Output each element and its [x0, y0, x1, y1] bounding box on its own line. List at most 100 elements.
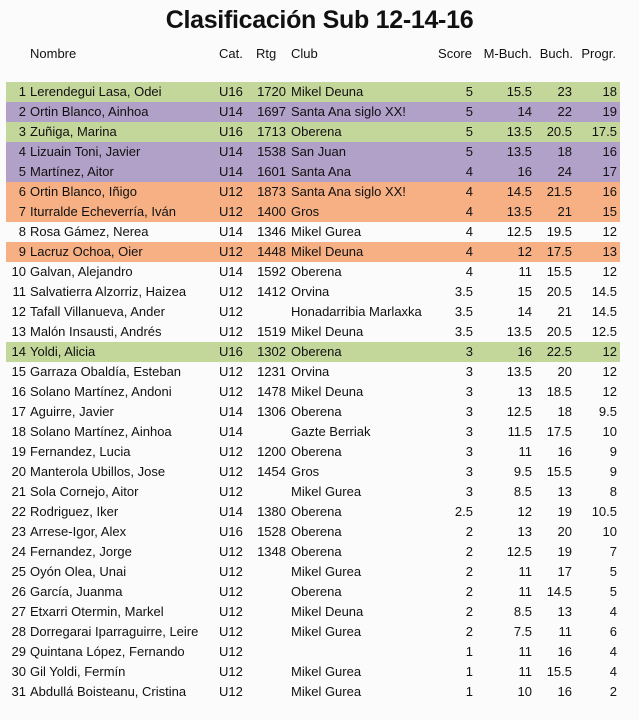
- progr-cell: 17: [602, 164, 617, 179]
- name-cell: Ortin Blanco, Iñigo: [30, 184, 137, 199]
- category-cell: U14: [219, 224, 243, 239]
- progr-cell: 2: [609, 684, 617, 699]
- buch-cell: 19: [557, 544, 572, 559]
- m-buch-cell: 13.5: [506, 144, 532, 159]
- category-cell: U12: [219, 384, 243, 399]
- rank-cell: 28: [11, 624, 26, 639]
- m-buch-cell: 14: [517, 104, 532, 119]
- rating-cell: 1231: [257, 364, 286, 379]
- rank-cell: 19: [11, 444, 26, 459]
- rank-cell: 22: [11, 504, 26, 519]
- category-cell: U16: [219, 124, 243, 139]
- score-cell: 2: [465, 524, 473, 539]
- progr-cell: 10: [602, 424, 617, 439]
- table-row: 9 Lacruz Ochoa, Oier U12 1448 Mikel Deuna 4 12…: [6, 242, 620, 262]
- table-row: 11 Salvatierra Alzorriz, Haizea U12 1412 Orv…: [6, 282, 620, 302]
- score-cell: 1: [465, 664, 473, 679]
- name-cell: Sola Cornejo, Aitor: [30, 484, 139, 499]
- category-cell: U12: [219, 324, 243, 339]
- rating-cell: 1306: [257, 404, 286, 419]
- rating-cell: 1348: [257, 544, 286, 559]
- buch-cell: 15.5: [546, 664, 572, 679]
- rating-cell: 1538: [257, 144, 286, 159]
- progr-cell: 12: [602, 264, 617, 279]
- table-row: 23 Arrese-Igor, Alex U16 1528 Oberena 2 13 20 10: [6, 522, 620, 542]
- m-buch-cell: 14: [517, 304, 532, 319]
- category-cell: U14: [219, 504, 243, 519]
- progr-cell: 9.5: [598, 404, 617, 419]
- progr-cell: 4: [609, 604, 617, 619]
- progr-cell: 4: [609, 664, 617, 679]
- header-name: Nombre: [30, 46, 77, 61]
- club-cell: Mikel Gurea: [291, 684, 362, 699]
- buch-cell: 18.5: [546, 384, 572, 399]
- table-row: 6 Ortin Blanco, Iñigo U12 1873 Santa Ana sig…: [6, 182, 620, 202]
- rating-cell: 1697: [257, 104, 286, 119]
- score-cell: 5: [465, 84, 473, 99]
- header-mbuch: M-Buch.: [483, 46, 532, 61]
- score-cell: 1: [465, 644, 473, 659]
- rank-cell: 16: [11, 384, 26, 399]
- club-cell: Honadarribia Marlaxka: [291, 304, 422, 319]
- score-cell: 1: [465, 684, 473, 699]
- club-cell: Oberena: [291, 524, 342, 539]
- name-cell: Aguirre, Javier: [30, 404, 114, 419]
- score-cell: 3: [465, 484, 473, 499]
- name-cell: Solano Martínez, Ainhoa: [30, 424, 172, 439]
- name-cell: Oyón Olea, Unai: [30, 564, 127, 579]
- buch-cell: 23: [557, 84, 572, 99]
- score-cell: 3: [465, 364, 473, 379]
- rating-cell: 1448: [257, 244, 286, 259]
- club-cell: Oberena: [291, 444, 342, 459]
- club-cell: Mikel Gurea: [291, 224, 362, 239]
- score-cell: 2: [465, 604, 473, 619]
- rating-cell: 1873: [257, 184, 286, 199]
- progr-cell: 14.5: [591, 284, 617, 299]
- name-cell: Rodriguez, Iker: [30, 504, 119, 519]
- rating-cell: 1412: [257, 284, 286, 299]
- category-cell: U12: [219, 444, 243, 459]
- club-cell: Mikel Gurea: [291, 664, 362, 679]
- score-cell: 5: [465, 124, 473, 139]
- category-cell: U12: [219, 284, 243, 299]
- m-buch-cell: 11: [518, 264, 533, 279]
- club-cell: Mikel Gurea: [291, 564, 362, 579]
- table-row: 16 Solano Martínez, Andoni U12 1478 Mikel De…: [6, 382, 620, 402]
- table-row: 31 Abdullá Boisteanu, Cristina U12 Mikel Gu…: [6, 682, 620, 702]
- rank-cell: 2: [18, 104, 26, 119]
- progr-cell: 10: [602, 524, 617, 539]
- rank-cell: 4: [18, 144, 26, 159]
- table-row: 19 Fernandez, Lucia U12 1200 Oberena 3 11 16 9: [6, 442, 620, 462]
- club-cell: Oberena: [291, 404, 342, 419]
- name-cell: García, Juanma: [30, 584, 123, 599]
- table-row: 25 Oyón Olea, Unai U12 Mikel Gurea 2 11 17 5: [6, 562, 620, 582]
- m-buch-cell: 12.5: [506, 224, 532, 239]
- m-buch-cell: 12.5: [506, 544, 532, 559]
- score-cell: 5: [465, 144, 473, 159]
- progr-cell: 7: [609, 544, 617, 559]
- rank-cell: 25: [11, 564, 26, 579]
- buch-cell: 13: [557, 484, 572, 499]
- buch-cell: 21: [557, 204, 572, 219]
- score-cell: 4: [465, 244, 473, 259]
- category-cell: U12: [219, 604, 243, 619]
- table-row: 7 Iturralde Echeverría, Iván U12 1400 Gros 4 1…: [6, 202, 620, 222]
- name-cell: Iturralde Echeverría, Iván: [30, 204, 176, 219]
- name-cell: Manterola Ubillos, Jose: [30, 464, 166, 479]
- progr-cell: 16: [602, 184, 617, 199]
- rank-cell: 9: [18, 244, 26, 259]
- score-cell: 4: [465, 224, 473, 239]
- page-title: Clasificación Sub 12-14-16: [165, 6, 474, 34]
- name-cell: Lacruz Ochoa, Oier: [30, 244, 143, 259]
- table-row: 5 Martínez, Aitor U14 1601 Santa Ana 4 16 24 17: [6, 162, 620, 182]
- club-cell: Oberena: [291, 344, 342, 359]
- rank-cell: 14: [11, 344, 26, 359]
- category-cell: U12: [219, 664, 243, 679]
- category-cell: U14: [219, 404, 243, 419]
- buch-cell: 16: [557, 444, 572, 459]
- rank-cell: 5: [18, 164, 26, 179]
- buch-cell: 24: [557, 164, 572, 179]
- m-buch-cell: 12: [517, 504, 532, 519]
- progr-cell: 14.5: [591, 304, 617, 319]
- rank-cell: 7: [18, 204, 26, 219]
